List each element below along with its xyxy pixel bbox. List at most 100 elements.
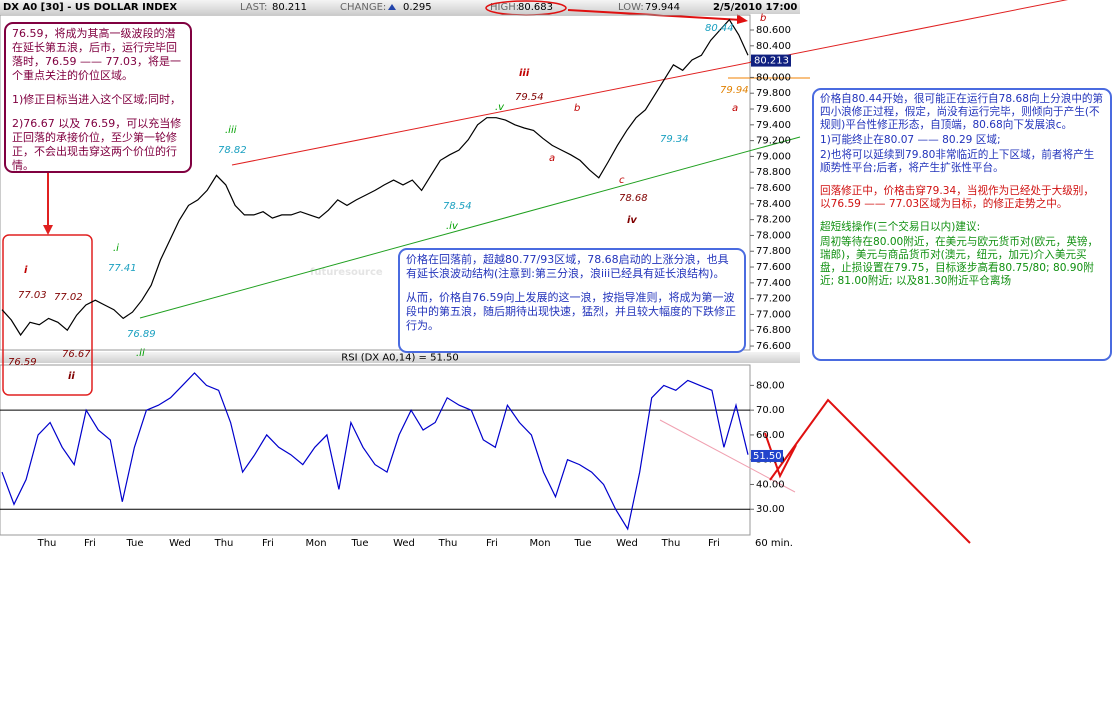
wave-label: 79.34 [660,134,689,145]
wave-label: i [24,265,28,276]
y-tick-label: 60.00 [756,430,785,441]
x-tick-label: Tue [573,538,591,549]
x-unit: 60 min. [755,538,793,549]
last-value: 80.211 [272,2,307,13]
note-text: 价格在回落前，超越80.77/93区域，78.68启动的上涨分浪，也具有延长浪波… [406,253,729,280]
wave-label: 80.44 [705,23,734,34]
y-tick-label: 76.800 [756,325,791,336]
rsi-last-box [751,449,783,462]
x-tick-label: Tue [350,538,368,549]
x-tick-label: Fri [486,538,498,549]
y-tick-label: 77.600 [756,262,791,273]
note-text: 1)修正目标当进入这个区域;同时， [12,93,181,106]
wave-label: 76.59 [8,357,37,368]
note-text: 76.59，将成为其高一级波段的潜在延长第五浪，后市，运行完毕回落时，76.59… [12,27,181,82]
y-tick-label: 78.600 [756,183,791,194]
y-tick-label: 79.200 [756,136,791,147]
highlight-box [2,234,93,396]
wave-label: 79.54 [515,92,544,103]
channel-upper [231,0,1069,166]
note-text: 从而，价格自76.59向上发展的这一浪，按指导准则，将成为第一波段中的第五浪，随… [406,291,736,332]
change-value: 0.295 [403,2,432,13]
note-text: 价格自80.44开始，很可能正在运行自78.68向上分浪中的第四小浪修正过程，假… [820,93,1104,131]
note-left: 76.59，将成为其高一级波段的潜在延长第五浪，后市，运行完毕回落时，76.59… [4,22,192,173]
rsi-trend [659,419,796,493]
note-middle: 价格在回落前，超越80.77/93区域，78.68启动的上涨分浪，也具有延长浪波… [398,248,746,353]
y-tick-label: 80.600 [756,25,791,36]
note-text: 超短线操作(三个交易日以内)建议: [820,221,981,233]
projection-arrow [769,398,971,544]
high-value: 80.683 [518,2,553,13]
wave-label: 79.94 [720,85,749,96]
x-tick-label: Wed [393,538,415,549]
y-tick-label: 79.000 [756,151,791,162]
symbol-title: DX A0 [30] - US DOLLAR INDEX [3,2,177,13]
note-text: 2)也将可以延续到79.80非常临近的上下区域，前者将产生顺势性平台;后者，将产… [820,149,1095,174]
x-tick-label: Wed [616,538,638,549]
y-tick-label: 78.200 [756,215,791,226]
change-label: CHANGE: [340,2,386,13]
x-tick-label: Thu [37,538,57,549]
wave-label: .iv [446,221,459,232]
wave-label: .ii [136,348,145,359]
wave-label: a [549,153,555,164]
y-tick-label: 76.600 [756,341,791,352]
y-tick-label: 80.00 [756,380,785,391]
note-text: 回落修正中，价格击穿79.34，当视作为已经处于大级别，以76.59 —— 77… [820,185,1094,210]
x-tick-label: Tue [125,538,143,549]
y-tick-label: 78.000 [756,230,791,241]
wave-label: 76.67 [62,349,91,360]
wave-label: .i [113,243,119,254]
low-value: 79.944 [645,2,680,13]
header-bar [0,0,800,14]
y-tick-label: 79.800 [756,88,791,99]
note-arrowhead [43,225,53,235]
y-tick-label: 70.00 [756,405,785,416]
projection-small [764,432,797,479]
wave-label: 77.41 [108,263,137,274]
series-line [1,18,749,337]
y-tick-label: 78.400 [756,199,791,210]
y-tick-label: 77.800 [756,246,791,257]
y-tick-label: 77.200 [756,294,791,305]
x-tick-label: Mon [529,538,550,549]
x-tick-label: Fri [262,538,274,549]
wave-label: 78.82 [218,145,247,156]
y-tick-label: 30.00 [756,504,785,515]
datetime: 2/5/2010 17:00 [713,2,797,13]
x-tick-label: Wed [169,538,191,549]
x-tick-label: Mon [305,538,326,549]
wave-label: ii [68,371,75,382]
low-label: LOW: [618,2,644,13]
series-line [1,372,749,531]
wave-label: .iii [225,125,237,136]
wave-label: a [732,103,738,114]
up-arrow [388,4,396,10]
wave-label: 76.89 [127,329,156,340]
wave-label: b [574,103,580,114]
rsi-frame [0,364,751,536]
y-tick-label: 80.400 [756,41,791,52]
wave-label: 78.54 [443,201,472,212]
x-tick-label: Fri [84,538,96,549]
x-tick-label: Thu [661,538,681,549]
x-tick-label: Fri [708,538,720,549]
wave-label: 78.68 [619,193,648,204]
last-price-label: 80.213 [754,56,789,67]
rsi-header [0,352,800,363]
wave-label: iv [627,215,637,226]
watermark: futuresource [310,267,383,278]
note-right: 价格自80.44开始，很可能正在运行自78.68向上分浪中的第四小浪修正过程，假… [812,88,1112,361]
wave-label: iii [519,68,530,79]
y-tick-label: 80.000 [756,72,791,83]
note-text: 1)可能终止在80.07 —— 80.29 区域; [820,134,1001,146]
last-label: LAST: [240,2,267,13]
wave-label: c [619,175,625,186]
price-frame [0,14,751,351]
y-tick-label: 77.000 [756,309,791,320]
y-tick-label: 78.800 [756,167,791,178]
high-label: HIGH: [490,2,519,13]
note-text: 周初等待在80.00附近，在美元与欧元货币对(欧元，英镑，瑞郎)，美元与商品货币… [820,236,1099,287]
y-tick-label: 77.400 [756,278,791,289]
